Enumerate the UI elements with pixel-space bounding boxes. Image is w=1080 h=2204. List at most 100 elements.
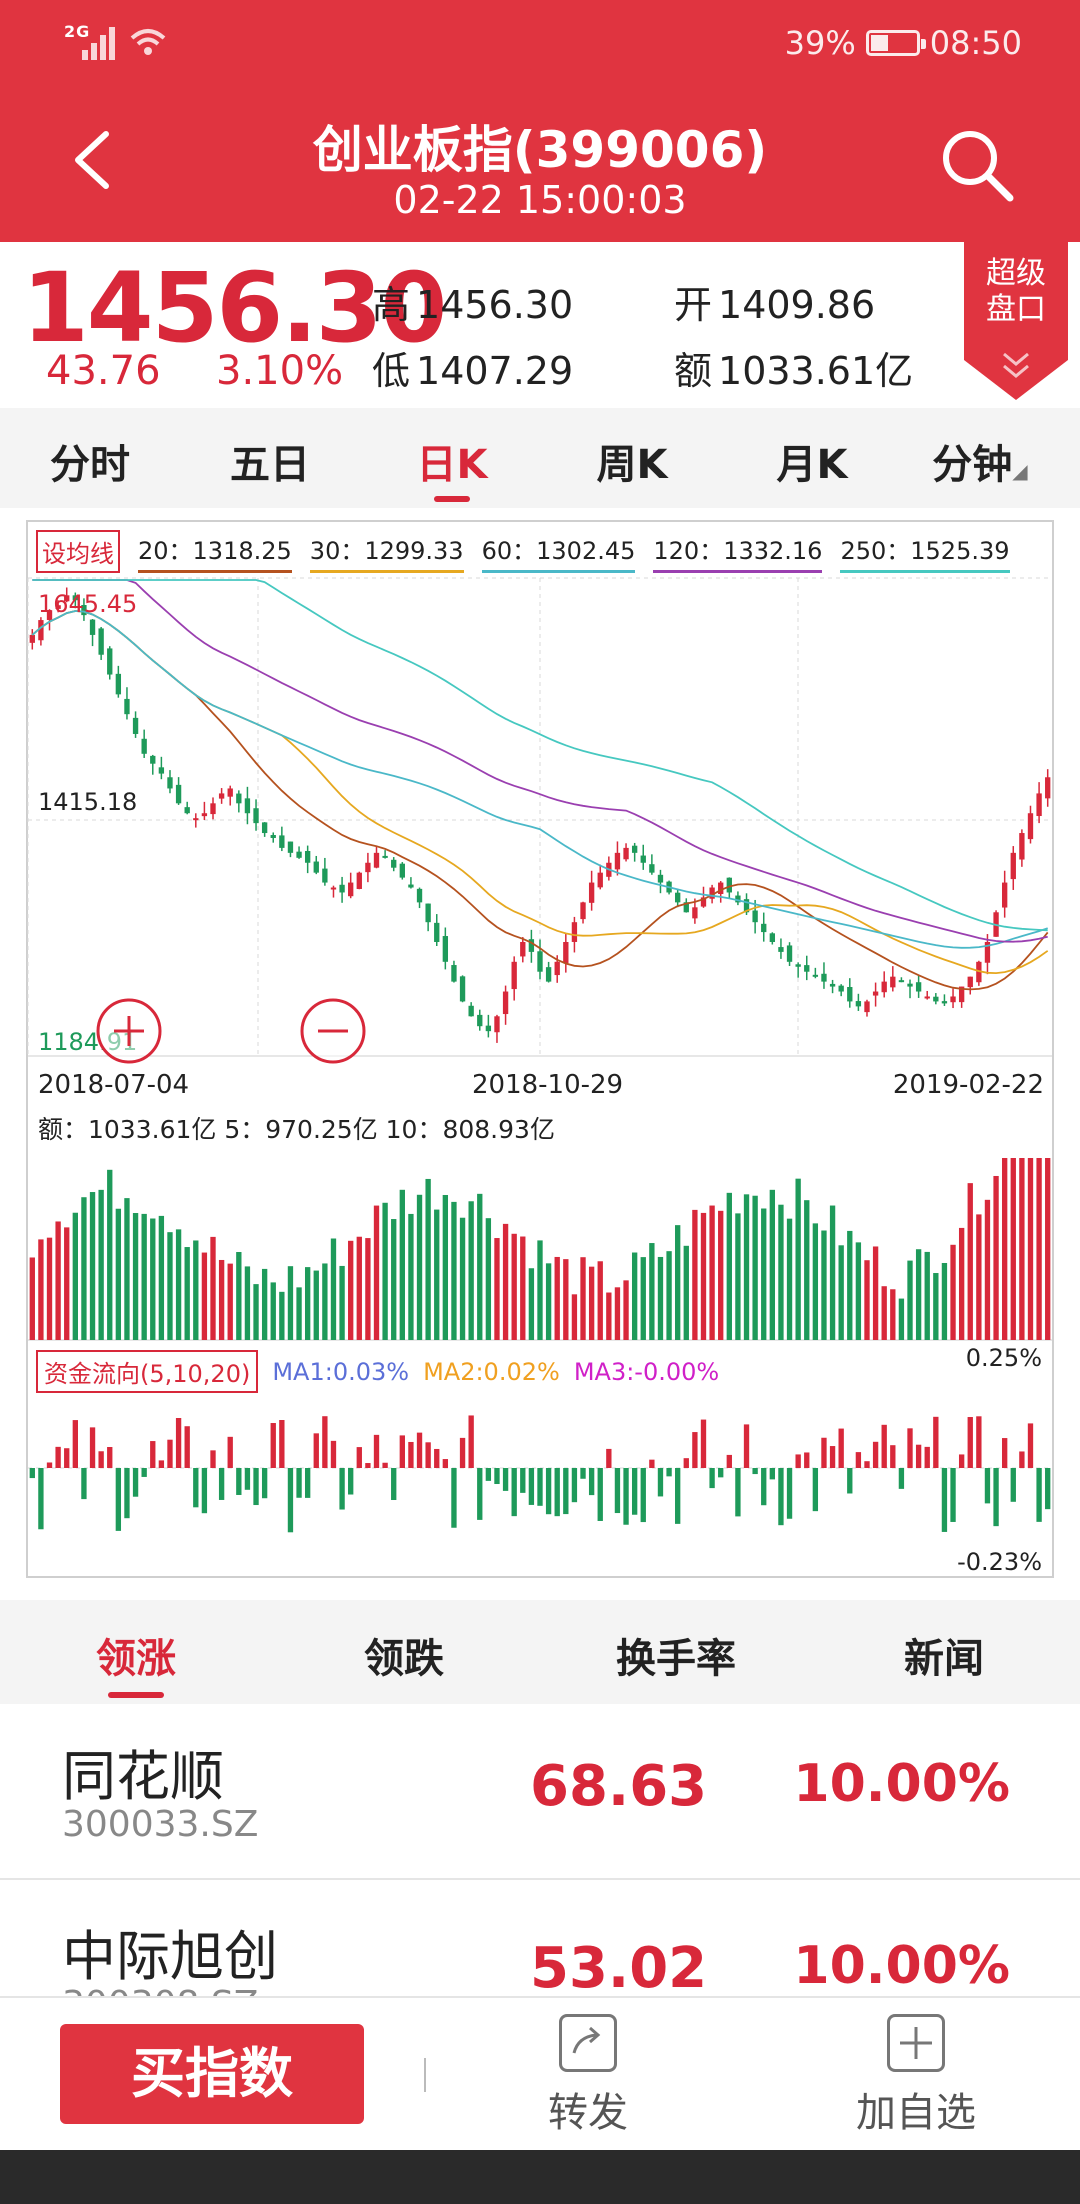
candle-body (1002, 882, 1008, 908)
fund-flow-bar (1036, 1468, 1042, 1522)
tab-monthly-k[interactable]: 月K (776, 442, 848, 488)
set-ma-button[interactable]: 设均线 (36, 530, 120, 573)
candle-body (821, 973, 827, 982)
candle-body (502, 991, 509, 1015)
candlestick-chart[interactable] (0, 508, 1080, 1600)
fund-flow-button[interactable]: 资金流向(5,10,20) (36, 1350, 259, 1393)
share-button[interactable]: 转发 (508, 2014, 668, 2138)
candle-body (692, 907, 698, 919)
fund-flow-bar (967, 1417, 973, 1468)
buy-index-button[interactable]: 买指数 (60, 2024, 364, 2124)
add-watchlist-button[interactable]: 加自选 (836, 2014, 996, 2138)
candle-body (898, 980, 905, 983)
fund-flow-bar (812, 1468, 819, 1512)
candle-body (778, 947, 784, 952)
candle-body (511, 961, 517, 990)
volume-bar (821, 1230, 827, 1340)
fund-flow-bar (167, 1439, 173, 1468)
candle-body (477, 1014, 483, 1027)
volume-bar (898, 1298, 905, 1340)
ma-line (31, 610, 1049, 991)
candle-body (167, 777, 173, 789)
volume-bar (416, 1194, 423, 1340)
fund-flow-bar (872, 1441, 879, 1468)
candle-body (46, 610, 53, 620)
fund-flow-bar (227, 1436, 233, 1468)
flow-ma2: MA2:0.02% (423, 1357, 560, 1386)
volume-bar (218, 1259, 225, 1340)
fund-flow-bar (554, 1468, 560, 1517)
fund-flow-bar (821, 1437, 827, 1468)
tab-leading-losers[interactable]: 领跌 (364, 1636, 444, 1682)
candle-body (442, 936, 449, 962)
tab-daily-k[interactable]: 日K (416, 442, 488, 488)
header: 2G 39% 08:50 创业板指(399006) 02-22 15:00:03 (0, 0, 1080, 242)
fund-flow-bar (984, 1468, 991, 1504)
candle-body (571, 922, 578, 942)
fund-flow-bar (735, 1468, 741, 1517)
fund-flow-bar (606, 1448, 612, 1468)
fund-flow-bar (640, 1468, 646, 1523)
fund-flow-bar (1010, 1468, 1016, 1502)
candle-body (563, 941, 569, 964)
chart-frame (26, 520, 1054, 1578)
zoom-out-button[interactable] (298, 996, 368, 1066)
stat-amount: 额 1033.61亿 (674, 349, 914, 393)
volume-bar (864, 1260, 870, 1340)
stock-row[interactable]: 同花顺 300033.SZ 68.63 10.00% (0, 1704, 1080, 1880)
tab-leading-gainers[interactable]: 领涨 (96, 1636, 176, 1682)
fund-flow-bar (46, 1462, 53, 1468)
fund-flow-bar (348, 1468, 354, 1495)
candle-body (184, 807, 190, 814)
tab-fenshi[interactable]: 分时 (50, 442, 130, 488)
tab-five-day[interactable]: 五日 (230, 442, 310, 488)
volume-bar (175, 1229, 182, 1340)
back-button[interactable] (70, 130, 116, 190)
volume-bar (425, 1178, 431, 1340)
fund-flow-bar (261, 1468, 268, 1499)
y-axis-mid: 1415.18 (38, 788, 138, 816)
candle-body (64, 595, 70, 602)
ma-20-label: 20：1318.25 (138, 531, 292, 573)
volume-bar (1045, 1158, 1051, 1340)
candle-body (348, 882, 354, 897)
volume-bar (726, 1192, 732, 1340)
flow-ma3: MA3:-0.00% (573, 1357, 720, 1386)
candle-body (434, 922, 440, 942)
candle-body (520, 941, 526, 957)
stock-row[interactable]: 中际旭创 300308.SZ 53.02 10.00% (0, 1880, 1080, 1996)
candle-body (150, 755, 156, 764)
volume-bar (330, 1238, 337, 1340)
candle-body (1010, 852, 1016, 880)
search-icon[interactable] (938, 126, 1016, 204)
super-panel-line1: 超级 (986, 256, 1046, 291)
candle-body (322, 868, 328, 883)
candle-body (1019, 833, 1025, 860)
volume-bar (881, 1286, 887, 1340)
volume-bar (829, 1205, 836, 1340)
tab-weekly-k[interactable]: 周K (596, 442, 668, 488)
flow-axis-bottom: -0.23% (957, 1548, 1042, 1576)
fund-flow-bar (330, 1440, 337, 1468)
fund-flow-bar (72, 1420, 78, 1468)
fund-flow-bar (709, 1468, 715, 1489)
candle-body (872, 991, 879, 996)
fund-flow-bar (38, 1468, 44, 1530)
page-subtitle: 02-22 15:00:03 (393, 178, 687, 222)
candle-body (373, 852, 380, 868)
candle-body (399, 863, 405, 878)
ma-line (31, 610, 1048, 949)
tab-turnover[interactable]: 换手率 (616, 1636, 736, 1682)
fund-flow-bar (537, 1468, 543, 1506)
zoom-in-button[interactable] (94, 996, 164, 1066)
fund-flow-bar (829, 1446, 836, 1468)
volume-bar (81, 1197, 87, 1340)
super-panel-button[interactable]: 超级 盘口 (964, 242, 1068, 400)
volume-bar (511, 1233, 517, 1340)
dropdown-icon: ◢ (1012, 459, 1028, 483)
volume-bar (477, 1193, 483, 1340)
tab-news[interactable]: 新闻 (904, 1636, 984, 1682)
volume-bar (795, 1178, 801, 1340)
tab-minute[interactable]: 分钟◢ (932, 442, 1028, 488)
